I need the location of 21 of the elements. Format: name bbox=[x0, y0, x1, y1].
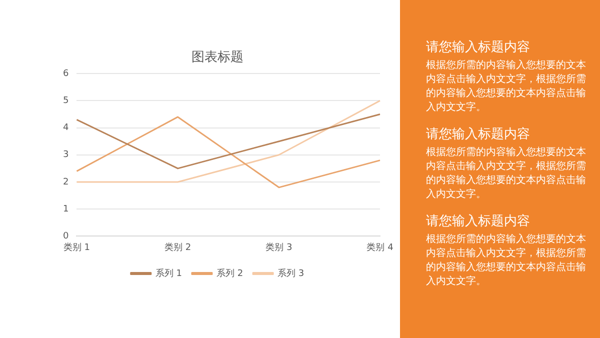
x-tick-label: 类别 1 bbox=[63, 242, 90, 253]
y-tick-label: 3 bbox=[62, 150, 69, 160]
y-tick-label: 0 bbox=[62, 232, 69, 242]
y-tick-label: 1 bbox=[62, 204, 69, 214]
text: 根据您所需的内容输入您想要的文本内容点击输入内文文字，根据您所需的内容输入您想要的文本内容点击输入内文文字。 bbox=[426, 59, 587, 115]
x-tick-label: 类别 2 bbox=[164, 242, 192, 253]
text: 请您输入标题内容 bbox=[426, 40, 531, 56]
y-tick-label: 2 bbox=[62, 177, 69, 188]
x-tick-label: 类别 3 bbox=[266, 242, 292, 253]
y-tick-label: 4 bbox=[62, 123, 69, 134]
text: 根据您所需的内容输入您想要的文本内容点击输入内文文字，根据您所需的内容输入您想要的文本内容点击输入内文文字。 bbox=[426, 233, 587, 289]
chart-title: 图表标题 bbox=[192, 50, 244, 66]
y-tick-label: 6 bbox=[62, 68, 69, 79]
legend-label: 系列 1 bbox=[155, 268, 182, 279]
x-tick-label: 类别 4 bbox=[366, 242, 394, 253]
legend-label: 系列 3 bbox=[278, 268, 304, 279]
text: 请您输入标题内容 bbox=[426, 127, 531, 143]
y-tick-label: 5 bbox=[62, 96, 69, 106]
legend-label: 系列 2 bbox=[216, 268, 244, 279]
text: 请您输入标题内容 bbox=[426, 214, 531, 230]
text: 根据您所需的内容输入您想要的文本内容点击输入内文文字，根据您所需的内容输入您想要的文本内容点击输入内文文字。 bbox=[426, 146, 587, 202]
